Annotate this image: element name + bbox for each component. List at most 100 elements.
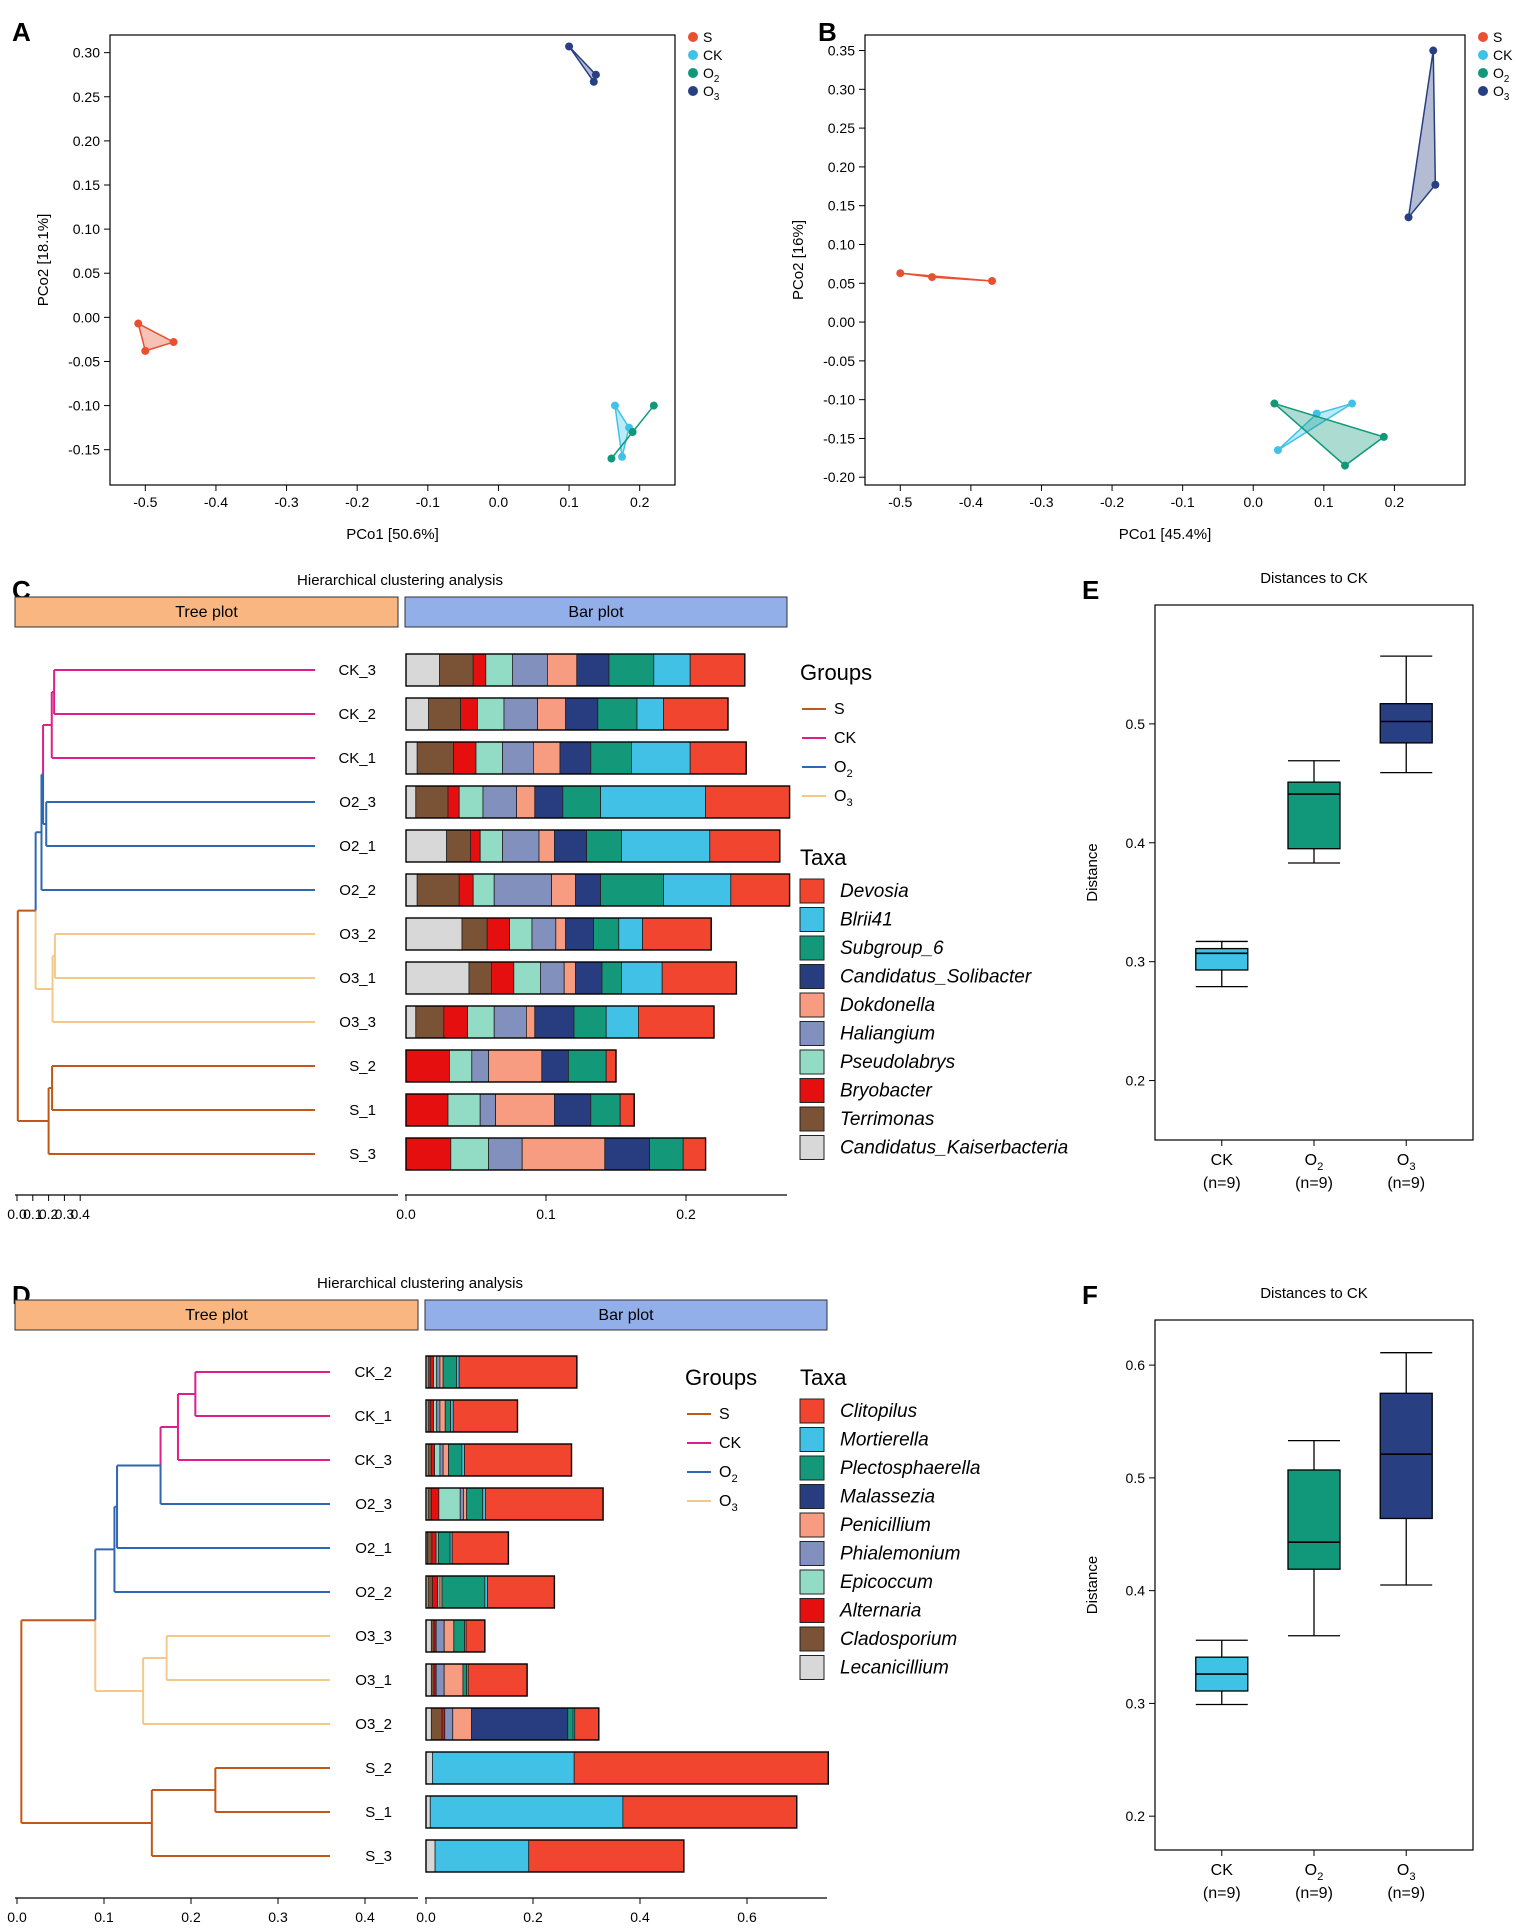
groups-legend-label-C: S [834, 701, 845, 718]
y-tick-label-A: -0.10 [68, 398, 100, 414]
bar-segment-D [444, 1707, 454, 1741]
bar-segment-D [430, 1619, 435, 1653]
bar-segment-C [509, 917, 533, 951]
bar-segment-C [621, 829, 711, 863]
bar-segment-C [516, 785, 536, 819]
bar-segment-C [486, 917, 511, 951]
bar-segment-C [479, 829, 504, 863]
plot-frame-A [109, 34, 676, 486]
panel-letter-B: B [818, 17, 837, 47]
sample-label-D: O2_3 [355, 1496, 392, 1513]
bar-segment-C [682, 1137, 707, 1171]
taxa-legend-label-D: Penicillium [840, 1515, 931, 1536]
x-tick-label-A: -0.2 [345, 494, 369, 510]
y-tick-label-B: 0.00 [828, 314, 855, 330]
y-tick-label-F: 0.4 [1126, 1583, 1146, 1599]
hull-O3-A [568, 45, 597, 84]
bar-segment-C [559, 741, 592, 775]
bar-segment-D [427, 1443, 432, 1477]
bar-outline-C [405, 653, 746, 687]
taxa-legend-label-D: Alternaria [839, 1601, 921, 1622]
point-S-B [928, 273, 937, 282]
bar-segment-D [458, 1355, 578, 1389]
bar-tick-label-C: 0.0 [396, 1206, 416, 1222]
bar-segment-C [636, 697, 665, 731]
x-tick-label-E: O2 [1305, 1152, 1324, 1173]
bar-segment-D [429, 1399, 434, 1433]
bar-segment-C [575, 961, 603, 995]
box-O3-F [1379, 1392, 1433, 1520]
bar-segment-C [415, 1005, 445, 1039]
point-O2-A [628, 428, 637, 437]
legend-label-S-A: S [703, 29, 712, 45]
taxa-legend-swatch-D [799, 1569, 825, 1595]
sample-label-D: O3_3 [355, 1628, 392, 1645]
bar-segment-C [488, 1137, 523, 1171]
tree-plot-header-D [14, 1299, 419, 1331]
bar-outline-D [425, 1707, 600, 1741]
legend-dot-O3-B [1478, 86, 1488, 96]
bar-segment-C [472, 873, 495, 907]
y-axis-label-A: PCo2 [18.1%] [35, 214, 52, 307]
bar-segment-C [547, 653, 578, 687]
bar-outline-C [405, 829, 781, 863]
bar-segment-D [484, 1575, 488, 1609]
bar-segment-C [475, 741, 504, 775]
sample-label-D: CK_2 [354, 1364, 392, 1381]
bar-segment-C [590, 741, 632, 775]
y-tick-label-B: -0.15 [823, 430, 855, 446]
bar-segment-D [463, 1487, 468, 1521]
bar-outline-D [425, 1443, 573, 1477]
taxa-legend-label-D: Phialemonium [840, 1544, 960, 1565]
hull-O3-B [1407, 50, 1437, 220]
taxa-legend-swatch-C [799, 1106, 825, 1132]
bar-segment-D [452, 1707, 472, 1741]
bar-outline-D [425, 1399, 519, 1433]
legend-dot-S-B [1478, 32, 1488, 42]
bar-segment-C [405, 653, 440, 687]
bar-segment-C [405, 1093, 449, 1127]
bar-outline-C [405, 785, 791, 819]
bar-tick-label-D: 0.2 [523, 1909, 543, 1925]
sample-label-C: O2_2 [339, 882, 376, 899]
taxa-legend-label-C: Devosia [840, 881, 909, 902]
sample-label-D: O2_1 [355, 1540, 392, 1557]
bar-segment-D [430, 1707, 443, 1741]
sample-label-D: S_1 [365, 1804, 392, 1821]
tree-tick-label-C: 0.3 [55, 1206, 75, 1222]
sample-label-D: O3_2 [355, 1716, 392, 1733]
sample-label-D: CK_3 [354, 1452, 392, 1469]
bar-segment-C [601, 961, 623, 995]
y-axis-label-F: Distance [1084, 1556, 1101, 1614]
box-O3-E [1379, 703, 1433, 744]
taxa-legend-swatch-C [799, 1049, 825, 1075]
bar-segment-C [476, 697, 505, 731]
bar-segment-D [461, 1443, 465, 1477]
bar-segment-C [447, 785, 460, 819]
bar-segment-C [405, 1049, 450, 1083]
bar-outline-C [405, 917, 712, 951]
bar-segment-C [565, 697, 599, 731]
bar-segment-D [435, 1619, 445, 1653]
bar-segment-D [487, 1575, 555, 1609]
bar-segment-C [554, 829, 588, 863]
x-tick-label-B: -0.1 [1171, 494, 1195, 510]
bar-segment-C [534, 785, 564, 819]
legend-label-CK-A: CK [703, 47, 723, 63]
taxa-legend-swatch-C [799, 878, 825, 904]
bar-segment-D [439, 1399, 446, 1433]
bar-segment-D [433, 1399, 438, 1433]
tree-plot-label-D: Tree plot [185, 1307, 248, 1324]
bar-segment-D [430, 1443, 435, 1477]
bar-segment-C [405, 741, 418, 775]
taxa-legend-label-D: Plectosphaerella [840, 1458, 980, 1479]
legend-dot-O2-A [688, 68, 698, 78]
bar-segment-D [622, 1795, 798, 1829]
bar-segment-C [649, 1137, 684, 1171]
tree-tick-label-D: 0.3 [268, 1909, 288, 1925]
y-tick-label-A: 0.25 [73, 89, 100, 105]
taxa-legend-label-C: Terrimonas [840, 1109, 935, 1130]
bar-segment-C [405, 697, 429, 731]
bar-segment-C [526, 1005, 536, 1039]
bar-segment-D [432, 1751, 575, 1785]
